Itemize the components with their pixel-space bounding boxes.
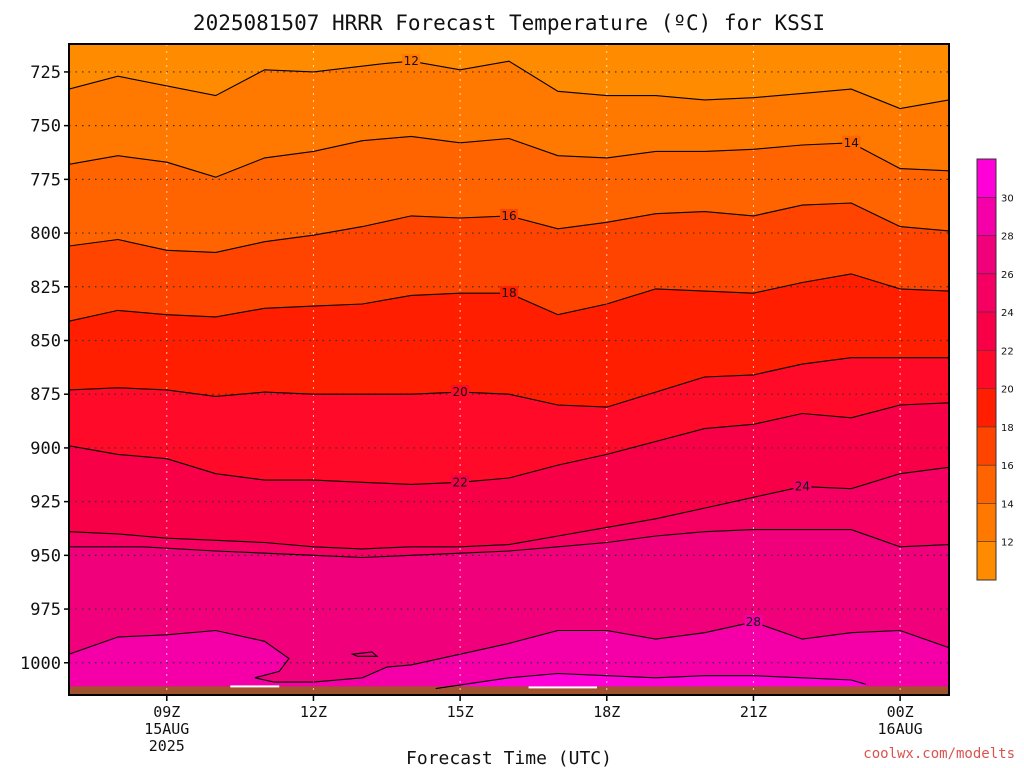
contour-label-text: 20 xyxy=(452,385,467,399)
contour-label-text: 18 xyxy=(501,286,516,300)
x-axis-label: Forecast Time (UTC) xyxy=(406,748,612,768)
contour-label-18: 18 xyxy=(500,286,518,300)
contour-line-26 xyxy=(69,529,949,559)
contour-line-12 xyxy=(69,60,949,110)
colorbar-swatch-14 xyxy=(977,465,996,504)
contour-label-bg xyxy=(402,54,421,68)
contour-label-12: 12 xyxy=(402,54,421,68)
y-tick-label: 775 xyxy=(30,170,61,190)
colorbar-label: 30 xyxy=(1001,193,1014,204)
contour-label-24: 24 xyxy=(793,479,812,494)
colorbar-label: 24 xyxy=(1001,308,1014,319)
y-tick-label: 975 xyxy=(30,600,61,620)
x-tick-label: 15Z xyxy=(447,703,474,721)
x-tick-label: 16AUG xyxy=(878,720,923,738)
y-tick-label: 850 xyxy=(30,331,61,351)
credit-link[interactable]: coolwx.com/modelts xyxy=(863,746,1015,762)
colorbar-label: 14 xyxy=(1001,499,1014,510)
y-tick-label: 825 xyxy=(30,278,61,298)
y-tick-label: 750 xyxy=(30,117,61,137)
x-tick-label: 09Z xyxy=(153,703,180,721)
contour-label-layer: 12 14 16 18 20 22 24 28 xyxy=(402,54,861,629)
contour-label-16: 16 xyxy=(500,208,518,223)
colorbar-label: 18 xyxy=(1001,423,1014,434)
colorbar-label: 20 xyxy=(1001,385,1014,396)
colorbar-swatch-18 xyxy=(977,388,996,427)
y-tick-label: 800 xyxy=(30,224,61,244)
x-tick-label: 15AUG xyxy=(144,720,189,738)
y-tick-label: 950 xyxy=(30,546,61,566)
y-tick-label: 900 xyxy=(30,439,61,459)
x-tick-label: 12Z xyxy=(300,703,327,721)
contour-label-text: 24 xyxy=(795,480,810,494)
colorbar-label: 16 xyxy=(1001,461,1014,472)
colorbar-swatch-26 xyxy=(977,235,996,274)
x-tick-label: 18Z xyxy=(593,703,620,721)
colorbar-label: 26 xyxy=(1001,270,1014,281)
contour-label-text: 16 xyxy=(501,209,516,223)
contour-line-30 xyxy=(435,672,867,690)
ground-strip xyxy=(69,686,949,695)
y-tick-label: 1000 xyxy=(20,654,61,674)
contour-label-28: 28 xyxy=(744,614,763,629)
contour-label-bg xyxy=(500,286,518,300)
x-tick-label: 00Z xyxy=(887,703,914,721)
colorbar-swatch-16 xyxy=(977,426,996,466)
ground-gap-mark xyxy=(230,685,280,688)
contour-line-28-island xyxy=(350,651,379,657)
y-axis-ticks: 725 750 775 800 825 850 875 900 925 950 975 1000 xyxy=(20,63,69,674)
contour-label-text: 22 xyxy=(452,475,467,489)
colorbar: 12 14 16 18 20 22 24 26 28 30 xyxy=(976,158,1014,581)
colorbar-swatch-30 xyxy=(977,159,996,198)
colorbar-swatch-10 xyxy=(977,541,996,580)
contour-label-22: 22 xyxy=(451,475,470,489)
contour-label-bg xyxy=(793,479,812,493)
contour-label-bg xyxy=(744,614,763,628)
contour-label-20: 20 xyxy=(451,385,470,399)
x-tick-label: 2025 xyxy=(149,737,185,755)
y-tick-label: 875 xyxy=(30,385,61,405)
colorbar-frame xyxy=(976,158,997,581)
colorbar-swatch-28 xyxy=(977,197,996,236)
contour-label-bg xyxy=(842,135,861,149)
x-tick-label: 21Z xyxy=(740,703,767,721)
contour-label-14: 14 xyxy=(842,135,861,150)
colorbar-label: 12 xyxy=(1001,538,1014,549)
temperature-fill-layer xyxy=(69,44,949,695)
colorbar-swatch-12 xyxy=(977,503,996,542)
chart-title: 2025081507 HRRR Forecast Temperature (ºC… xyxy=(193,11,825,35)
contour-label-text: 14 xyxy=(844,136,859,150)
cool-island-26 xyxy=(352,652,377,657)
colorbar-swatch-24 xyxy=(977,273,996,313)
contour-line-20 xyxy=(69,357,949,408)
contour-label-bg xyxy=(500,208,518,222)
contour-label-bg xyxy=(451,385,470,399)
colorbar-swatch-22 xyxy=(977,312,996,351)
contour-label-text: 28 xyxy=(746,615,761,629)
colorbar-label: 28 xyxy=(1001,232,1014,243)
contour-line-22 xyxy=(69,402,949,485)
y-tick-label: 725 xyxy=(30,63,61,83)
colorbar-swatch-20 xyxy=(977,350,996,389)
colorbar-label: 22 xyxy=(1001,346,1014,357)
ground-gap-mark xyxy=(528,686,597,689)
contour-label-text: 12 xyxy=(404,54,419,68)
y-tick-label: 925 xyxy=(30,493,61,513)
contour-line-14 xyxy=(69,135,949,178)
plot-frame xyxy=(68,43,950,696)
contour-label-bg xyxy=(451,475,470,489)
